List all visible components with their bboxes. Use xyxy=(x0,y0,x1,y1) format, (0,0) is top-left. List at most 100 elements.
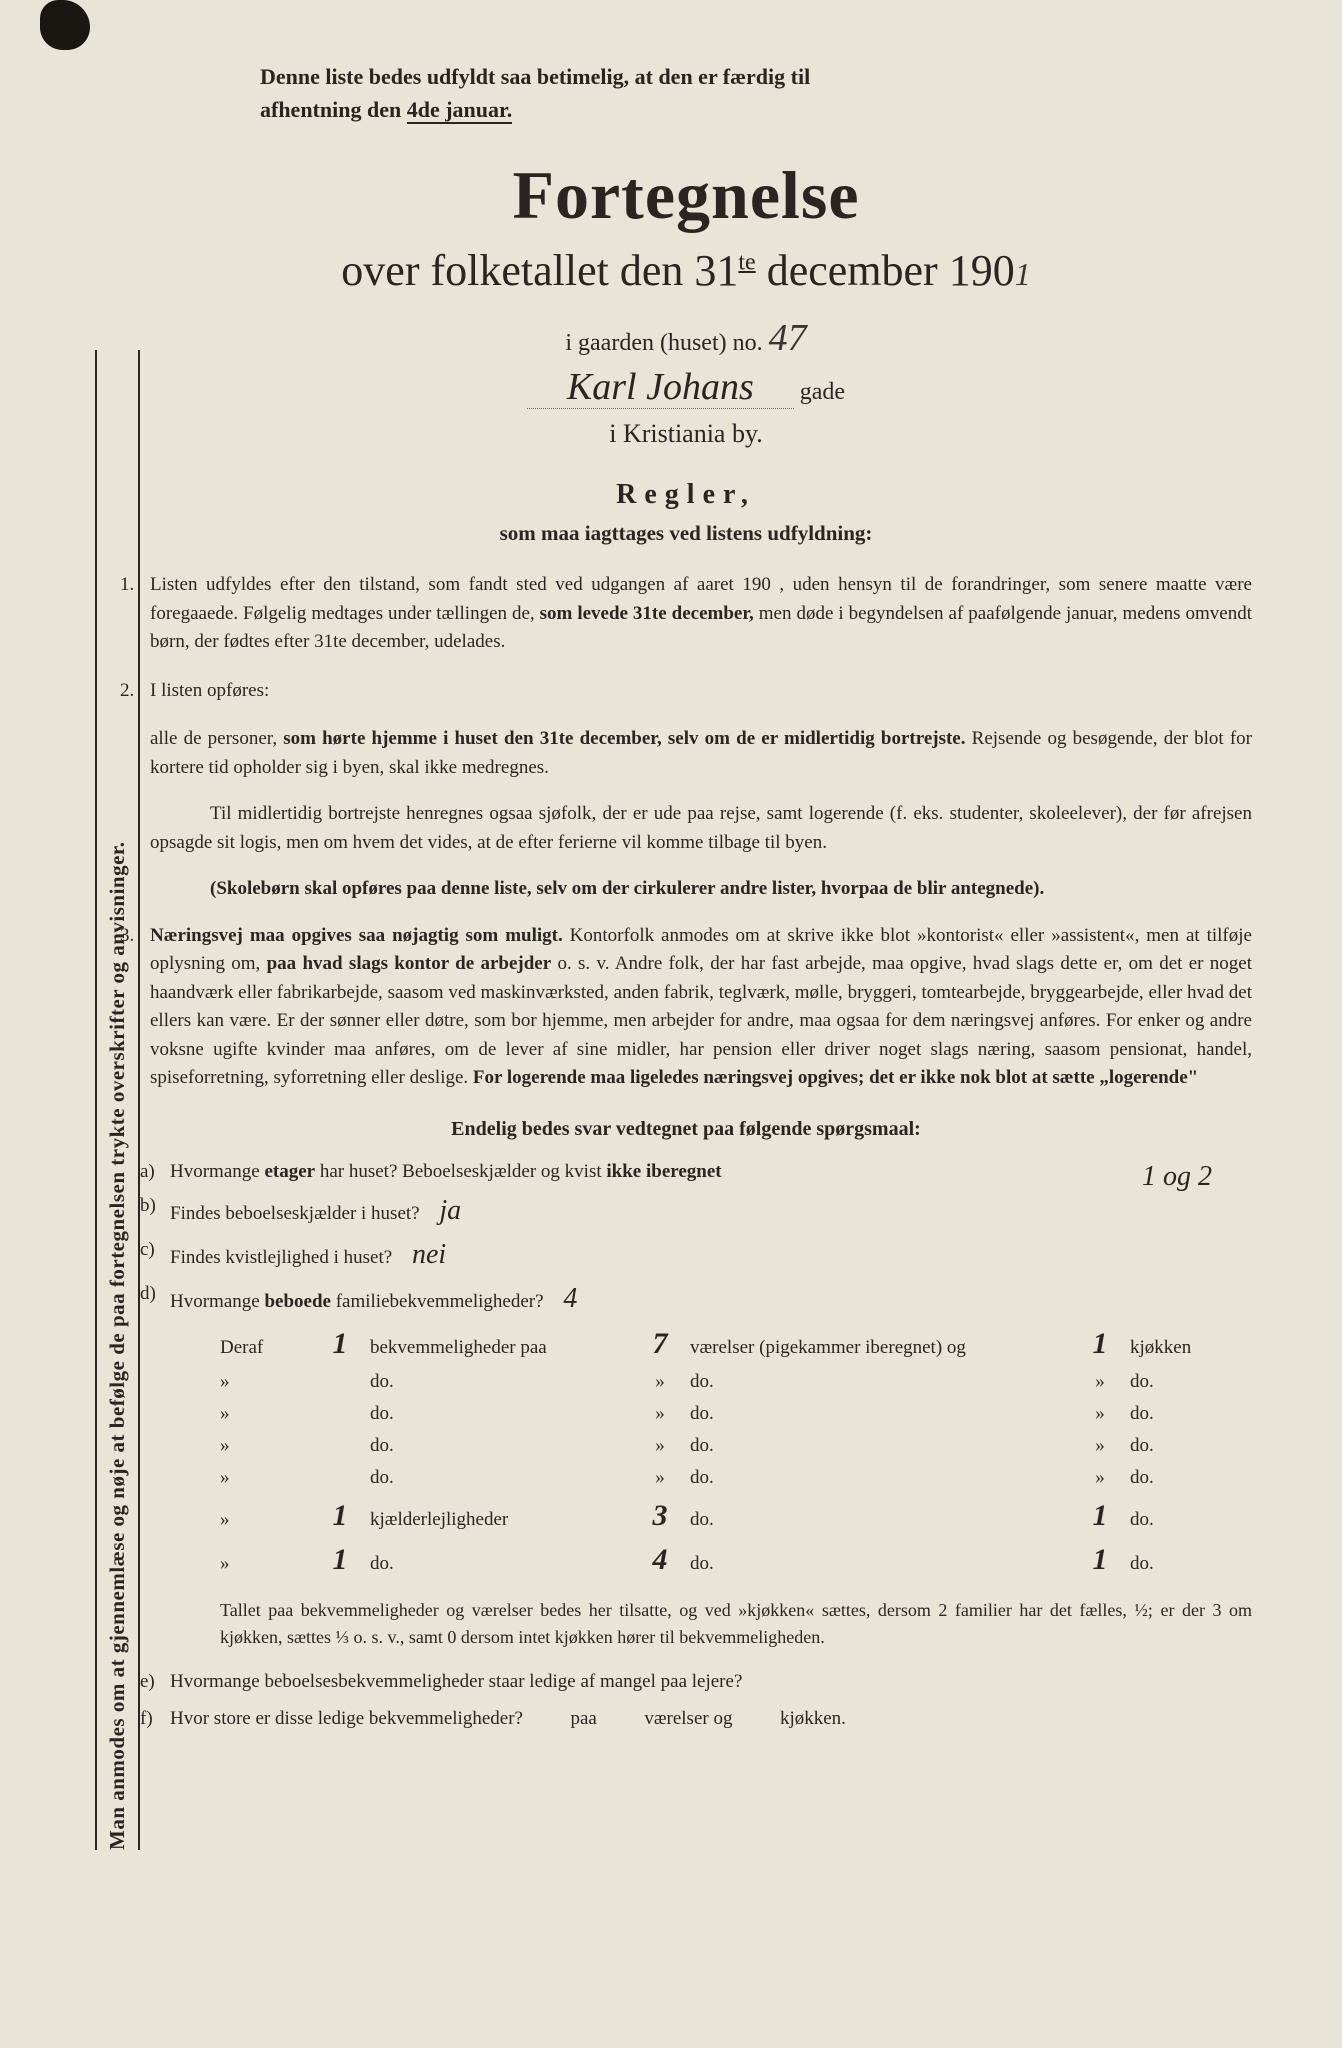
r7b: 4 xyxy=(630,1543,690,1577)
rule-3-num: 3. xyxy=(120,922,134,951)
rule3-bold3: For logerende maa ligeledes næringsvej o… xyxy=(473,1067,1198,1088)
r7a: 1 xyxy=(310,1543,370,1577)
city-line: i Kristiania by. xyxy=(120,419,1252,449)
t-bekvem: bekvemmeligheder paa xyxy=(370,1337,630,1359)
r1a: 1 xyxy=(310,1327,370,1361)
do22: do. xyxy=(690,1371,714,1392)
qd-text: Hvormange xyxy=(170,1291,264,1312)
table-row-2: » do. » do. » do. xyxy=(220,1371,1252,1393)
do42: do. xyxy=(690,1435,714,1456)
qb-letter: b) xyxy=(140,1195,156,1217)
qf-kjok: kjøkken. xyxy=(780,1708,846,1729)
rule2-bold1: som hørte hjemme i huset den 31te decemb… xyxy=(283,728,965,749)
rule2-para2: Til midlertidig bortrejste henregnes ogs… xyxy=(120,800,1252,857)
rule-3: 3. Næringsvej maa opgives saa nøjagtig s… xyxy=(120,922,1252,1093)
sub-title: over folketallet den 31te december 1901 xyxy=(120,245,1252,296)
qa-bold2: ikke iberegnet xyxy=(606,1161,721,1182)
r1c: 1 xyxy=(1070,1327,1130,1361)
qb-text: Findes beboelseskjælder i huset? xyxy=(170,1203,420,1224)
qc-text: Findes kvistlejlighed i huset? xyxy=(170,1247,392,1268)
regler-sub: som maa iagttages ved listens udfyldning… xyxy=(120,521,1252,546)
t-kjok: kjøkken xyxy=(1130,1337,1250,1359)
qa-letter: a) xyxy=(140,1161,155,1183)
table-row-7: » 1 do. 4 do. 1 do. xyxy=(220,1543,1252,1577)
qe-text: Hvormange beboelsesbekvemmeligheder staa… xyxy=(170,1671,742,1692)
gaard-label: i gaarden (huset) no. xyxy=(565,330,768,356)
do43: do. xyxy=(1130,1435,1250,1457)
r6c: 1 xyxy=(1070,1499,1130,1533)
t-vaer: værelser (pigekammer iberegnet) og xyxy=(690,1337,1070,1359)
question-header: Endelig bedes svar vedtegnet paa følgend… xyxy=(120,1118,1252,1141)
r6a: 1 xyxy=(310,1499,370,1533)
rule3-bold2: paa hvad slags kontor de arbejder xyxy=(267,953,552,974)
qa-text: Hvormange xyxy=(170,1161,264,1182)
rule2-intro: I listen opføres: xyxy=(150,680,269,701)
r1b: 7 xyxy=(630,1327,690,1361)
do41: do. xyxy=(370,1435,630,1457)
r6b: 3 xyxy=(630,1499,690,1533)
gade-label: gade xyxy=(800,379,845,405)
table-row-4: » do. » do. » do. xyxy=(220,1435,1252,1457)
do32: do. xyxy=(690,1403,714,1424)
header-note-date: 4de januar. xyxy=(407,97,513,124)
qc-answer: nei xyxy=(412,1239,446,1270)
do72: do. xyxy=(690,1553,714,1574)
main-title: Fortegnelse xyxy=(120,156,1252,235)
do23: do. xyxy=(1130,1371,1250,1393)
do51: do. xyxy=(370,1467,630,1489)
qa-answer: 1 og 2 xyxy=(1142,1161,1212,1193)
qa-text2: har huset? Beboelseskjælder og kvist xyxy=(315,1161,606,1182)
do52: do. xyxy=(690,1467,714,1488)
do31: do. xyxy=(370,1403,630,1425)
qd-text2: familiebekvemmeligheder? xyxy=(331,1291,544,1312)
subtitle-post: december 190 xyxy=(756,246,1015,295)
do63: do. xyxy=(1130,1509,1250,1531)
table-section: Deraf 1 bekvemmeligheder paa 7 værelser … xyxy=(220,1327,1252,1577)
do21: do. xyxy=(370,1371,630,1393)
question-c: c) Findes kvistlejlighed i huset? nei xyxy=(120,1239,1252,1271)
rule3-bold1: Næringsvej maa opgives saa nøjagtig som … xyxy=(150,925,563,946)
rule-2: 2. I listen opføres: xyxy=(120,677,1252,706)
rule2-bold2: (Skolebørn skal opføres paa denne liste,… xyxy=(120,875,1252,904)
year-handwritten: 1 xyxy=(1015,256,1031,292)
qf-text: Hvor store er disse ledige bekvemmelighe… xyxy=(170,1708,523,1729)
rule-2-num: 2. xyxy=(120,677,134,706)
qf-vaer: værelser og xyxy=(644,1708,732,1729)
table-row-1: Deraf 1 bekvemmeligheder paa 7 værelser … xyxy=(220,1327,1252,1361)
question-e: e) Hvormange beboelsesbekvemmeligheder s… xyxy=(120,1671,1252,1693)
question-a: a) Hvormange etager har huset? Beboelses… xyxy=(120,1161,1252,1183)
table-row-5: » do. » do. » do. xyxy=(220,1467,1252,1489)
footer-note: Tallet paa bekvemmeligheder og værelser … xyxy=(120,1597,1252,1651)
table-row-6: » 1 kjælderlejligheder 3 do. 1 do. xyxy=(220,1499,1252,1533)
qc-letter: c) xyxy=(140,1239,155,1261)
rule1-bold: som levede 31te december, xyxy=(540,603,754,624)
question-f: f) Hvor store er disse ledige bekvemmeli… xyxy=(120,1708,1252,1730)
qf-letter: f) xyxy=(140,1708,153,1730)
subtitle-suffix: te xyxy=(738,249,755,275)
question-d: d) Hvormange beboede familiebekvemmeligh… xyxy=(120,1283,1252,1315)
rule-1-num: 1. xyxy=(120,571,134,600)
do53: do. xyxy=(1130,1467,1250,1489)
do71: do. xyxy=(370,1553,630,1575)
do33: do. xyxy=(1130,1403,1250,1425)
qa-bold: etager xyxy=(264,1161,315,1182)
qf-paa: paa xyxy=(570,1708,596,1729)
gaard-line: i gaarden (huset) no. 47 xyxy=(120,316,1252,360)
qd-letter: d) xyxy=(140,1283,156,1305)
qe-letter: e) xyxy=(140,1671,155,1693)
kjlabel: kjælderlejligheder xyxy=(370,1509,630,1531)
header-note: Denne liste bedes udfyldt saa betimelig,… xyxy=(260,60,1252,126)
rule-2-body: alle de personer, som hørte hjemme i hus… xyxy=(120,725,1252,782)
do73: do. xyxy=(1130,1553,1250,1575)
street-line: Karl Johans gade xyxy=(120,365,1252,409)
qd-answer: 4 xyxy=(563,1283,577,1314)
rule2-text1: alle de personer, xyxy=(150,728,283,749)
r7c: 1 xyxy=(1070,1543,1130,1577)
question-b: b) Findes beboelseskjælder i huset? ja xyxy=(120,1195,1252,1227)
header-note-line2: afhentning den xyxy=(260,97,407,122)
subtitle-pre: over folketallet den 31 xyxy=(341,246,738,295)
gaard-no: 47 xyxy=(769,317,807,359)
t-deraf: Deraf xyxy=(220,1337,310,1359)
street-name: Karl Johans xyxy=(527,366,794,409)
qd-bold: beboede xyxy=(264,1291,331,1312)
